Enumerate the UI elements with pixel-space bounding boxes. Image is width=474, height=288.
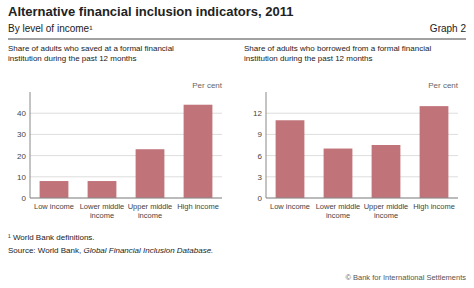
copyright: © Bank for International Settlements xyxy=(345,273,466,282)
text-line: Upper middle xyxy=(128,202,173,211)
y-tick-label: 0 xyxy=(258,194,263,203)
text-line: Low income xyxy=(270,202,310,211)
text-line: Lower middle xyxy=(316,202,361,211)
bar xyxy=(420,106,449,198)
y-tick-label: 6 xyxy=(258,152,263,161)
bar xyxy=(372,145,401,198)
text-line: income xyxy=(90,211,114,220)
text-line: income xyxy=(138,211,162,220)
x-tick-label: Low income xyxy=(270,202,310,211)
y-axis-label: Per cent xyxy=(428,81,459,90)
header-rule xyxy=(8,39,466,40)
y-axis-line xyxy=(266,92,267,198)
source-italic: Global Financial Inclusion Database. xyxy=(83,246,213,255)
graph-label: Graph 2 xyxy=(430,23,467,34)
y-axis-label: Per cent xyxy=(192,81,223,90)
x-tick-label: Low income xyxy=(34,202,74,211)
text-line: Low income xyxy=(34,202,74,211)
y-tick-label: 30 xyxy=(17,130,26,139)
y-tick-label: 9 xyxy=(258,130,263,139)
text-line: institution during the past 12 months xyxy=(8,54,137,63)
chart: Share of adults who borrowed from a form… xyxy=(244,44,459,220)
bar xyxy=(276,120,305,198)
y-axis-line xyxy=(30,92,31,198)
y-tick-label: 10 xyxy=(17,173,26,182)
x-tick-label: Upper middleincome xyxy=(364,202,409,220)
source: Source: World Bank, Global Financial Inc… xyxy=(8,246,213,255)
title: Alternative financial inclusion indicato… xyxy=(8,4,293,19)
bar xyxy=(88,181,117,198)
x-axis-line xyxy=(266,198,458,199)
bars xyxy=(40,105,213,198)
bars xyxy=(276,106,449,198)
source-text: Source: World Bank, xyxy=(8,246,83,255)
text-line: income xyxy=(374,211,398,220)
grid-line xyxy=(30,198,222,199)
bar xyxy=(184,105,213,198)
text-line: Share of adults who borrowed from a form… xyxy=(244,44,431,53)
x-tick-label: High income xyxy=(413,202,455,211)
text-line: Lower middle xyxy=(80,202,125,211)
text-line: institution during the past 12 months xyxy=(244,54,373,63)
text-line: Share of adults who saved at a formal fi… xyxy=(8,44,174,53)
y-tick-label: 12 xyxy=(253,109,262,118)
subtitle: By level of income¹ xyxy=(8,23,93,34)
y-tick-label: 0 xyxy=(22,194,27,203)
grid-line xyxy=(266,198,458,199)
x-axis-line xyxy=(30,198,222,199)
text-line: income xyxy=(326,211,350,220)
y-tick-label: 40 xyxy=(17,109,26,118)
chart: Share of adults who saved at a formal fi… xyxy=(8,44,223,220)
x-tick-label: Upper middleincome xyxy=(128,202,173,220)
chart-title: Share of adults who saved at a formal fi… xyxy=(8,44,174,63)
text-line: High income xyxy=(177,202,219,211)
y-tick-label: 20 xyxy=(17,152,26,161)
y-tick-label: 3 xyxy=(258,173,263,182)
x-tick-label: Lower middleincome xyxy=(80,202,125,220)
chart-title: Share of adults who borrowed from a form… xyxy=(244,44,431,63)
x-tick-label: High income xyxy=(177,202,219,211)
footnote: ¹ World Bank definitions. xyxy=(8,233,95,242)
bar xyxy=(136,149,165,198)
text-line: Upper middle xyxy=(364,202,409,211)
bar xyxy=(40,181,69,198)
text-line: High income xyxy=(413,202,455,211)
x-tick-label: Lower middleincome xyxy=(316,202,361,220)
bar xyxy=(324,149,353,198)
